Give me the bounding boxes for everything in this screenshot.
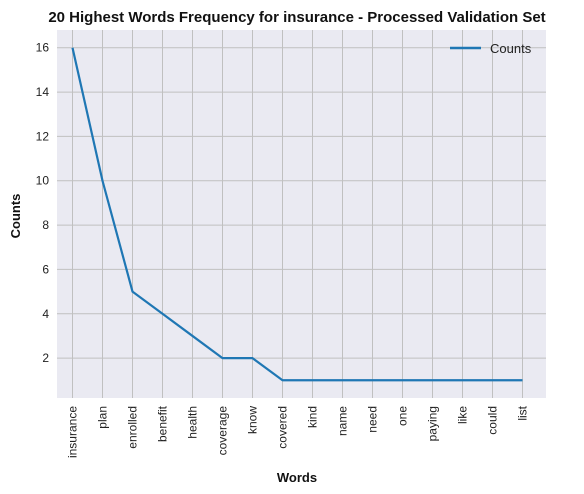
y-tick-label: 2 xyxy=(42,351,49,365)
y-axis-label: Counts xyxy=(8,194,23,239)
x-tick-label: covered xyxy=(276,406,290,449)
x-tick-label: list xyxy=(516,405,530,420)
x-tick-label: like xyxy=(456,406,470,424)
grid xyxy=(57,30,546,398)
series-layer xyxy=(71,47,523,382)
x-tick-label: name xyxy=(336,406,350,436)
chart-title: 20 Highest Words Frequency for insurance… xyxy=(48,9,545,26)
plot-area xyxy=(57,30,546,398)
x-axis-label: Words xyxy=(277,470,317,485)
x-tick-label: insurance xyxy=(66,406,80,458)
y-tick-label: 16 xyxy=(36,41,50,55)
y-tick-label: 8 xyxy=(42,218,49,232)
x-tick-label: paying xyxy=(426,406,440,441)
x-axis-ticks: insurance plan enrolled benefit health covera… xyxy=(66,405,530,458)
y-axis-ticks: 2 4 6 8 10 12 14 16 xyxy=(36,41,50,365)
y-tick-label: 10 xyxy=(36,174,50,188)
x-tick-label: need xyxy=(366,406,380,433)
x-tick-label: plan xyxy=(96,406,110,429)
legend-label-counts: Counts xyxy=(490,41,532,56)
y-tick-label: 12 xyxy=(36,129,50,143)
x-tick-label: health xyxy=(186,406,200,439)
y-tick-label: 6 xyxy=(42,262,49,276)
y-tick-label: 4 xyxy=(42,307,49,321)
x-tick-label: one xyxy=(396,406,410,426)
x-tick-label: coverage xyxy=(216,406,230,456)
x-tick-label: could xyxy=(486,406,500,435)
x-tick-label: enrolled xyxy=(126,406,140,449)
x-tick-label: benefit xyxy=(156,405,170,442)
y-tick-label: 14 xyxy=(36,85,50,99)
x-tick-label: know xyxy=(246,406,260,434)
series-line-counts xyxy=(71,47,523,382)
x-tick-label: kind xyxy=(306,406,320,428)
legend: Counts xyxy=(450,41,532,56)
